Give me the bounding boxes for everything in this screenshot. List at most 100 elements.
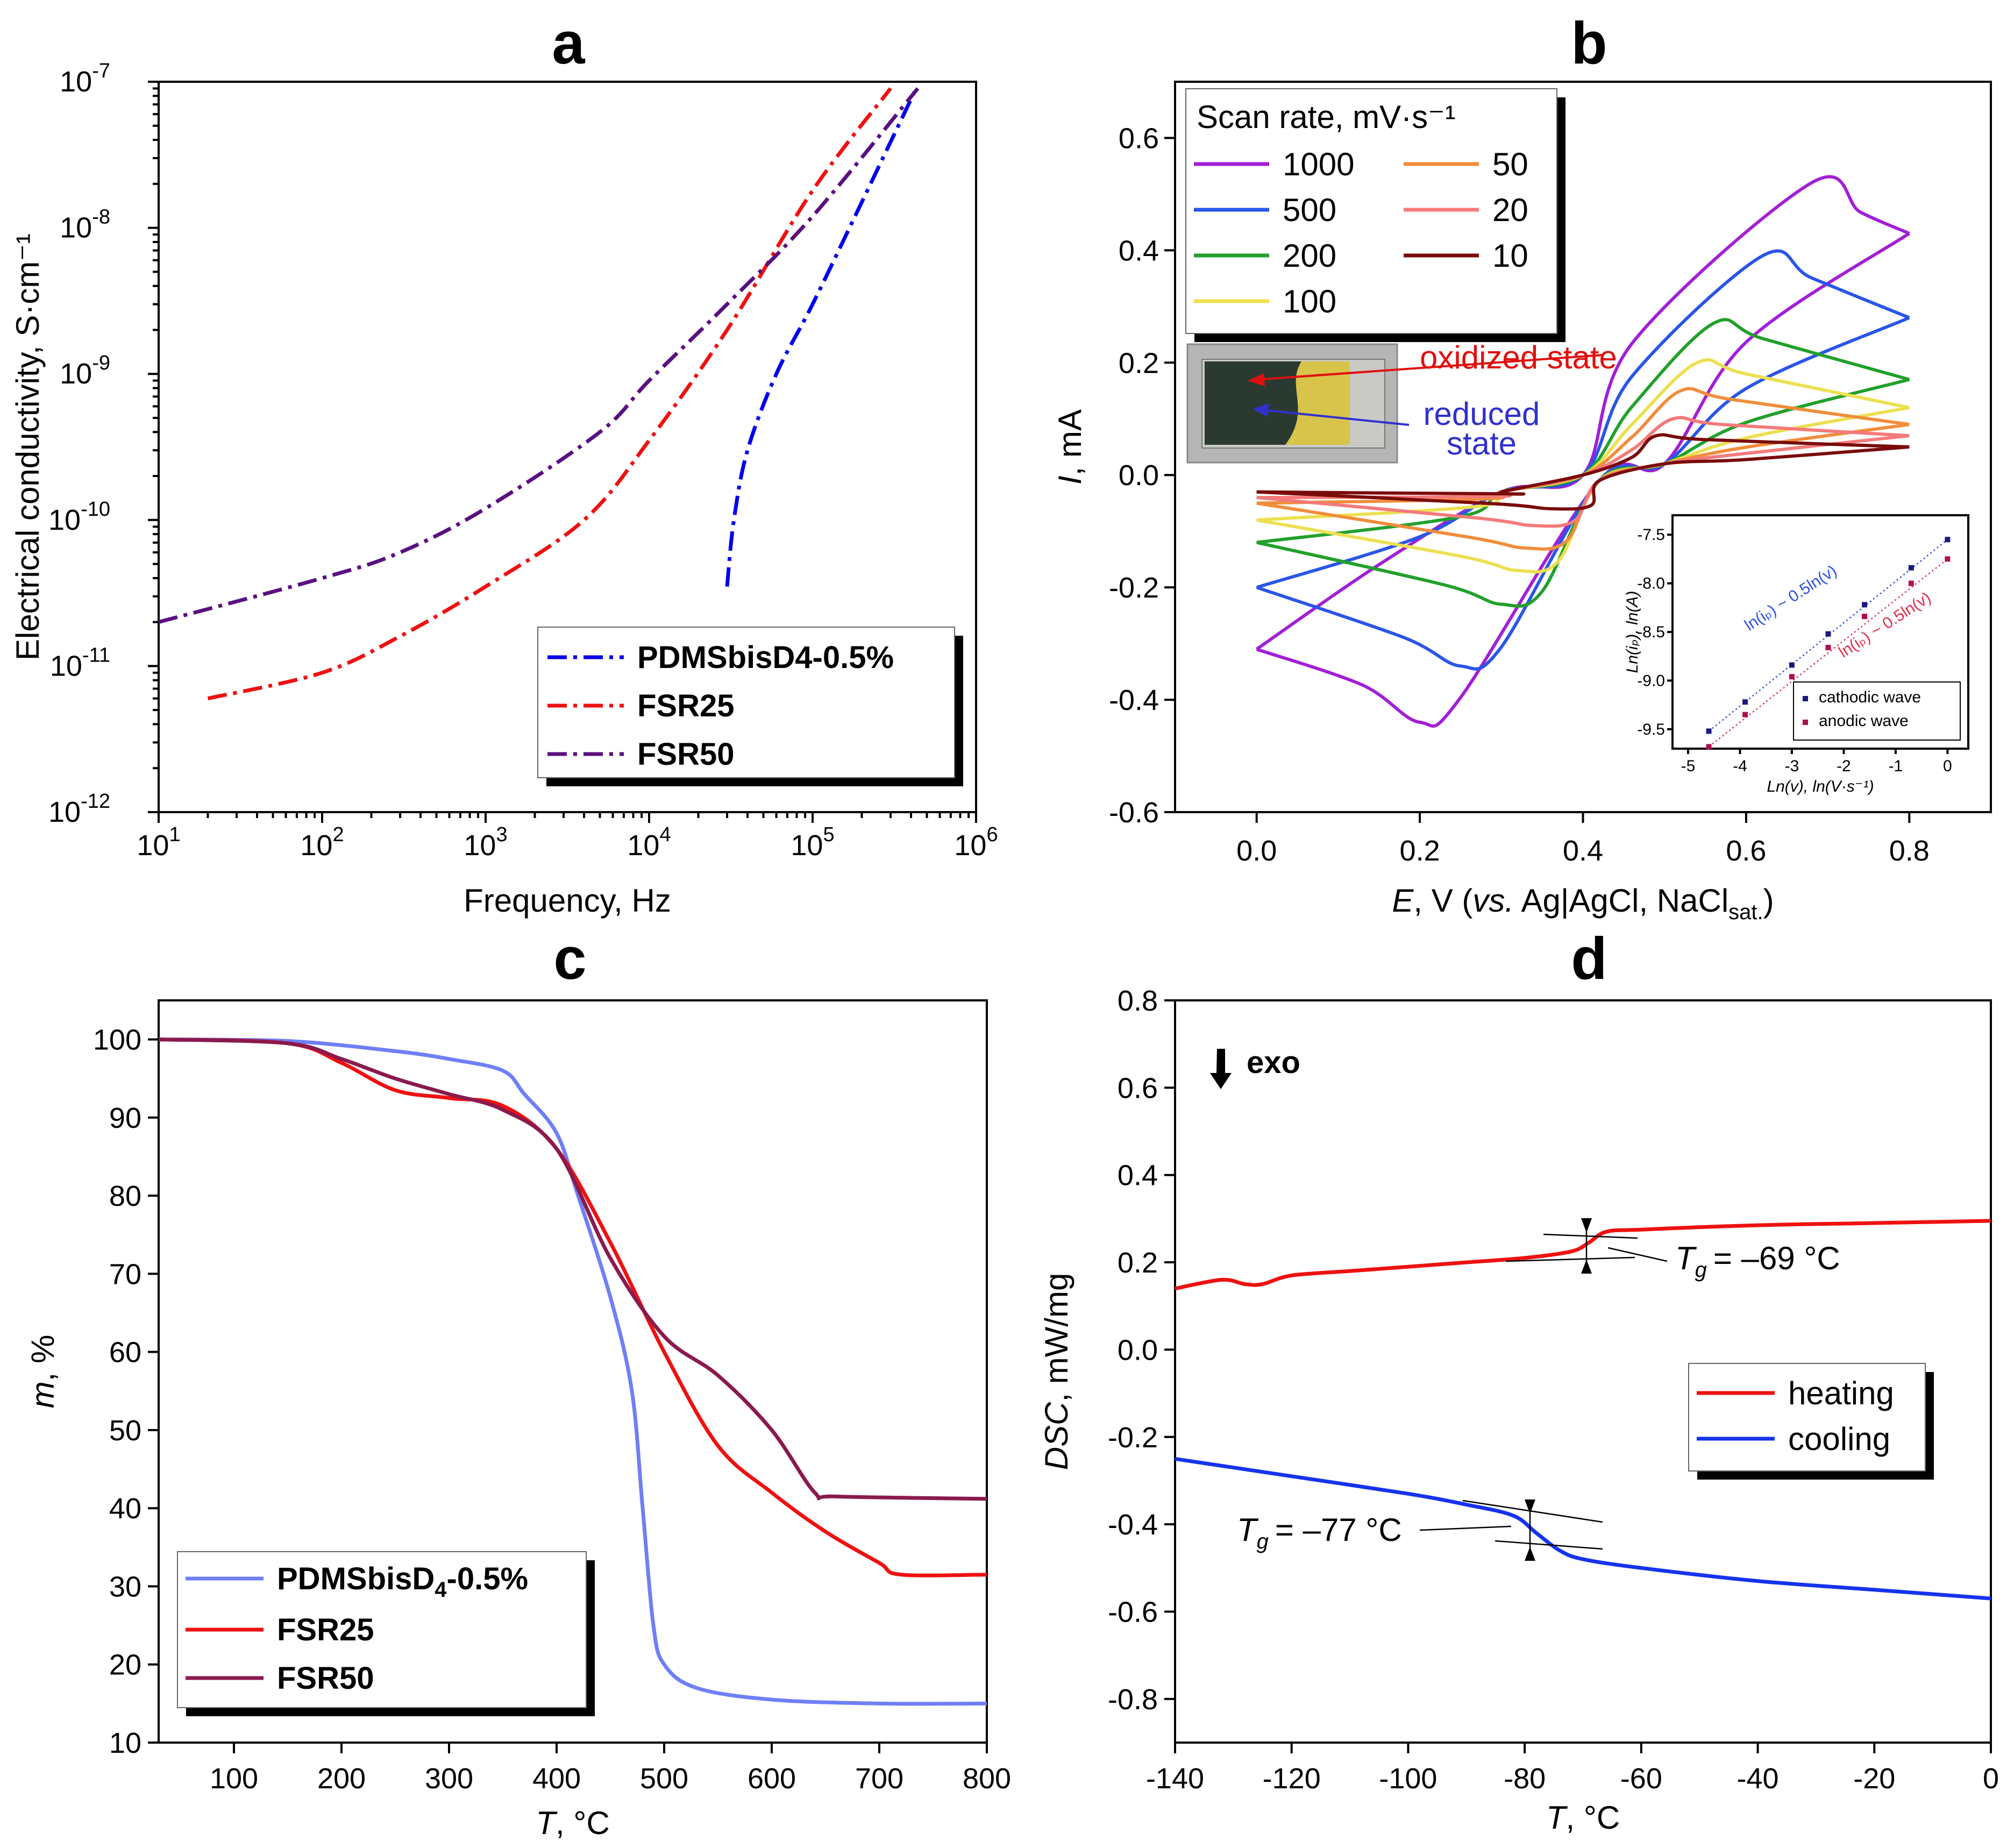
c-ytick-label: 80 [109,1180,141,1212]
b-ytick-label: 0.2 [1119,347,1159,379]
b-xlabel-vs: vs. [1472,883,1514,919]
b-inset-legend [1793,681,1961,741]
b-ytick-label: -0.6 [1109,797,1159,829]
b-inset-point [1706,728,1712,734]
b-arrow-ox-head [1248,373,1265,386]
d-tg-leader [1607,1247,1668,1262]
a-xtick-exp: 6 [986,823,998,846]
c-xtick-label: 800 [963,1762,1011,1795]
a-ytick-base: 10 [60,212,92,244]
b-inset-ytick-label: -8.5 [1637,623,1665,641]
b-inset-xtick-label: -3 [1785,757,1799,775]
a-xtick-exp: 4 [659,823,671,846]
d-tg-T: T [1675,1240,1697,1276]
c-ytick-label: 70 [109,1258,141,1290]
d-tg-heating: Tg = –69 °C [1675,1240,1840,1282]
b-inset-point [1908,565,1914,571]
a-xtick-base: 10 [791,829,823,862]
a-ytick-base: 10 [60,358,92,390]
b-inset-ytick-label: -9.0 [1637,672,1665,690]
b-inset-ylabel: Ln(iₚ), ln(A) [1624,591,1641,673]
a-legend [537,627,955,778]
panel-b-label: b [1571,10,1607,76]
a-ytick-base: 10 [48,796,81,828]
b-ytick-label: 0.6 [1119,122,1159,154]
a-ytick-label: 10-11 [50,644,110,682]
b-inset-legend-marker [1803,720,1808,725]
a-ytick-label: 10-12 [48,790,110,828]
b-xtick-label: 0.6 [1726,835,1766,867]
a-xtick-label: 103 [464,823,507,862]
c-xlabel-T: T [536,1805,558,1841]
b-cv-forward-1000 [1255,175,1910,651]
a-xtick-base: 10 [137,829,169,862]
c-ytick-label: 90 [109,1102,141,1134]
a-xtick-label: 101 [137,823,180,862]
c-xtick-label: 200 [317,1762,366,1795]
b-inset-xtick-label: -4 [1733,757,1747,775]
d-tg-sub: g [1695,1258,1707,1282]
d-series-heating [1175,1219,1991,1291]
d-ytick-label: -0.4 [1108,1509,1158,1541]
b-xlabel-E: E [1392,883,1414,919]
d-tangent-tip [1581,1260,1592,1274]
b-cv-forward-200 [1256,318,1910,544]
b-xtick-label: 0.2 [1400,835,1440,867]
b-reduced-label-2: state [1447,425,1517,461]
c-xtick-label: 600 [748,1762,796,1795]
b-legend-label: 10 [1492,238,1528,274]
b-inset-point [1789,662,1795,668]
b-legend-label: 20 [1492,192,1528,228]
a-xtick-label: 104 [627,823,671,862]
d-tangent [1543,1233,1638,1239]
b-inset-xtick-label: -5 [1681,757,1696,775]
b-arrow-ox [1255,354,1603,381]
b-ylabel-rest: , mA [1052,409,1088,475]
b-xlabel: E, V (vs. Ag|AgCl, NaClsat.) [1392,883,1774,924]
d-ylabel-dsc: DSC [1038,1402,1074,1470]
a-legend-label: FSR25 [637,688,735,723]
c-xtick-label: 100 [210,1762,258,1795]
a-xtick-base: 10 [464,829,496,862]
b-photo-dark [1205,361,1301,445]
a-ytick-label: 10-10 [48,498,110,536]
a-ytick-exp: -10 [81,498,110,521]
d-xtick-label: -140 [1146,1762,1204,1795]
d-exo-arrow-icon [1210,1049,1232,1089]
a-ytick-label: 10-7 [60,60,110,98]
b-legend-title: Scan rate, mV·s⁻¹ [1197,99,1456,135]
b-inset-legend-marker [1803,696,1808,701]
c-ytick-label: 60 [109,1337,141,1369]
d-legend-label: cooling [1788,1421,1890,1457]
c-legend-label-1: FSR25 [277,1612,374,1647]
a-ytick-exp: -9 [92,352,110,374]
c-legend-sub: 4 [435,1578,447,1602]
b-cv-reverse-500 [1256,316,1910,671]
b-ylabel-I: I [1052,475,1088,485]
b-xtick-label: 0.4 [1563,835,1603,867]
b-xtick-label: 0.8 [1889,835,1930,867]
d-tg-sub2: g [1257,1530,1269,1553]
d-legend [1688,1363,1926,1472]
c-xtick-label: 500 [640,1762,688,1795]
c-xlabel: T, °C [536,1805,609,1841]
d-ytick-label: 0.0 [1118,1334,1158,1366]
b-inset-ytick-label: -7.5 [1637,526,1665,544]
d-xtick-label: 0 [1983,1762,1999,1795]
b-legend-label: 100 [1283,283,1336,319]
b-ytick-label: -0.2 [1109,572,1159,604]
d-tangent-tip [1525,1499,1535,1514]
b-inset-legend-label: anodic wave [1819,712,1909,730]
c-legend-label-2: FSR50 [277,1661,374,1696]
d-tangent-tip [1581,1218,1592,1233]
a-ytick-label: 10-9 [60,352,110,390]
c-ytick-label: 30 [109,1570,141,1603]
b-inset-point [1945,556,1951,562]
a-ytick-exp: -8 [92,206,110,229]
panel-d-label: d [1571,926,1607,992]
d-xlabel-rest: , °C [1565,1800,1620,1836]
b-arrow-red-head [1253,403,1269,417]
c-ytick-label: 50 [109,1415,141,1447]
b-cv-reverse-20 [1256,434,1910,528]
d-tg-leader [1419,1525,1512,1531]
